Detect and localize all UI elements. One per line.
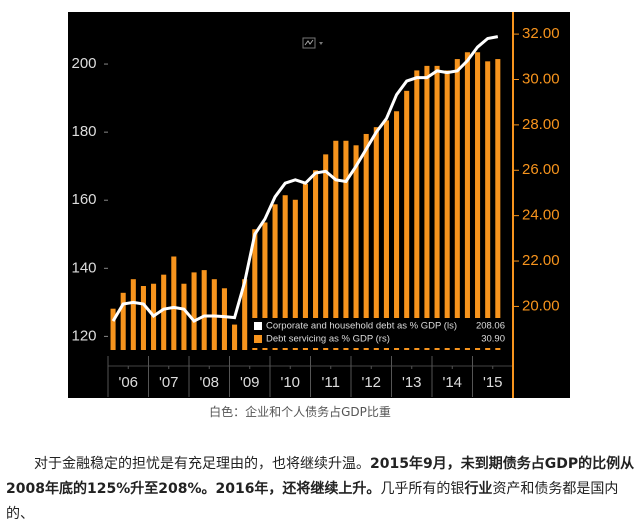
bar bbox=[161, 274, 167, 350]
bar bbox=[181, 283, 187, 350]
bar bbox=[464, 52, 470, 350]
bar bbox=[110, 308, 116, 350]
x-tick-label: '06 bbox=[118, 374, 138, 391]
paragraph: 对于金融稳定的担忧是有充足理由的，也将继续升温。2015年9月，未到期债务占GD… bbox=[6, 452, 636, 527]
paragraph-text: 行业 bbox=[464, 481, 493, 497]
chart-icon-arrow bbox=[319, 42, 323, 45]
bar bbox=[292, 199, 298, 350]
bar bbox=[201, 270, 207, 350]
bar bbox=[282, 195, 288, 350]
paragraph-text: 2015年9月，未到期债务占GDP的比例从2008年底的125%升至208%。2… bbox=[6, 456, 635, 497]
legend-label: Corporate and household debt as % GDP (l… bbox=[266, 321, 457, 332]
x-tick-label: '09 bbox=[240, 374, 260, 391]
bar bbox=[414, 70, 420, 350]
y-tick-label: 160 bbox=[71, 191, 96, 208]
legend-value: 208.06 bbox=[476, 321, 505, 332]
bar bbox=[424, 65, 430, 350]
y-tick-label: 180 bbox=[71, 123, 96, 140]
bar bbox=[262, 222, 268, 350]
y-tick-label: 200 bbox=[71, 55, 96, 72]
line bbox=[111, 35, 499, 323]
bar bbox=[495, 59, 501, 350]
legend-swatch bbox=[254, 322, 262, 330]
bar bbox=[191, 272, 197, 350]
bar bbox=[363, 133, 369, 350]
bar bbox=[343, 140, 349, 350]
bar bbox=[130, 279, 136, 350]
bar bbox=[302, 183, 308, 350]
x-tick-label: '13 bbox=[402, 374, 422, 391]
bar bbox=[242, 279, 248, 350]
bar bbox=[353, 145, 359, 350]
y2-tick-label: 32.00 bbox=[522, 25, 560, 42]
bar bbox=[485, 61, 491, 350]
bar bbox=[171, 256, 177, 350]
x-tick-label: '14 bbox=[442, 374, 462, 391]
x-tick-label: '15 bbox=[483, 374, 503, 391]
x-tick-label: '08 bbox=[199, 374, 219, 391]
bar bbox=[252, 229, 258, 350]
x-tick-label: '10 bbox=[280, 374, 300, 391]
y2-tick-label: 26.00 bbox=[522, 161, 560, 178]
paragraph-text: 几乎所有的银 bbox=[380, 481, 465, 497]
bar bbox=[323, 154, 329, 350]
bar bbox=[232, 324, 238, 350]
bar bbox=[333, 140, 339, 350]
legend-swatch bbox=[254, 335, 262, 343]
page: '06 '07 '08 '09 '10 '11 '12 '13 '14 '15 120 140 160 1… bbox=[6, 12, 635, 522]
y2-tick-label: 20.00 bbox=[522, 297, 560, 314]
bar bbox=[383, 120, 389, 350]
legend-box bbox=[250, 318, 508, 348]
bar bbox=[272, 204, 278, 350]
y2-tick-label: 28.00 bbox=[522, 116, 560, 133]
y2-tick-label: 24.00 bbox=[522, 207, 560, 224]
bar bbox=[394, 111, 400, 350]
chart: '06 '07 '08 '09 '10 '11 '12 '13 '14 '15 120 140 160 1… bbox=[68, 12, 570, 398]
bar bbox=[475, 52, 481, 350]
caption: 白色：企业和个人债务占GDP比重 bbox=[209, 405, 391, 419]
bar bbox=[313, 170, 319, 350]
bar bbox=[454, 59, 460, 350]
chart-icon-line bbox=[304, 39, 314, 46]
legend-label: Debt servicing as % GDP (rs) bbox=[266, 334, 390, 345]
bar bbox=[434, 65, 440, 350]
y2-tick-label: 30.00 bbox=[522, 70, 560, 87]
y-tick-label: 120 bbox=[71, 327, 96, 344]
bar bbox=[221, 288, 227, 350]
chart-icon bbox=[302, 37, 316, 49]
x-tick-label: '12 bbox=[361, 374, 381, 391]
bar bbox=[444, 70, 450, 350]
x-tick-label: '07 bbox=[159, 374, 179, 391]
bar bbox=[404, 90, 410, 351]
bar bbox=[120, 292, 126, 350]
legend-value: 30.90 bbox=[481, 334, 505, 345]
x-tick-label: '11 bbox=[322, 374, 340, 391]
bar bbox=[373, 127, 379, 350]
y-tick-label: 140 bbox=[71, 259, 96, 276]
bar bbox=[140, 286, 146, 350]
paragraph-text: 对于金融稳定的担忧是有充足理由的，也将继续升温。 bbox=[34, 456, 370, 472]
y2-tick-label: 22.00 bbox=[522, 252, 560, 269]
